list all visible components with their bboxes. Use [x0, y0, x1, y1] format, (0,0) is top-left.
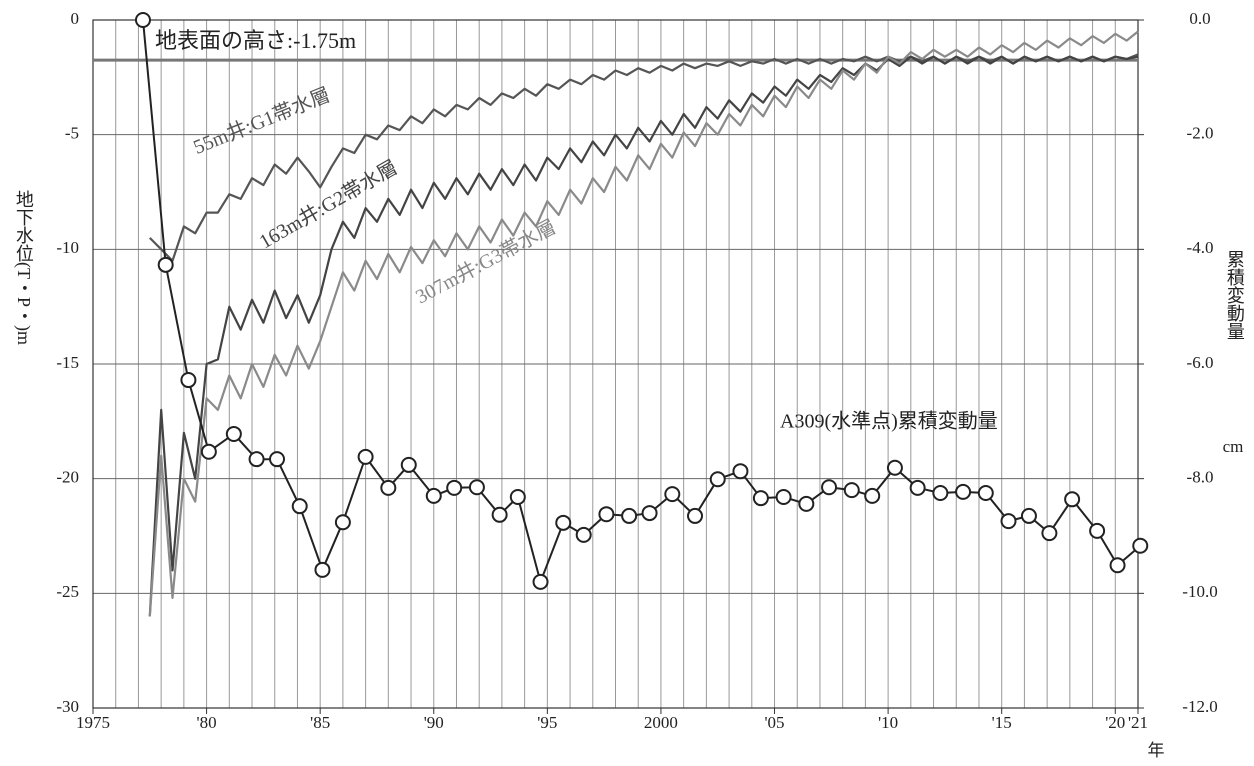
y2-tick-label: -2.0 [1187, 124, 1214, 143]
data-point [248, 451, 265, 468]
data-point [269, 451, 286, 468]
data-point [664, 486, 681, 503]
x-tick-label: '05 [764, 713, 784, 732]
x-tick-label: '10 [878, 713, 898, 732]
data-point [334, 514, 351, 531]
data-point [864, 487, 881, 504]
x-tick-label: '80 [197, 713, 217, 732]
ground-level-label: 地表面の高さ:-1.75m [155, 28, 356, 53]
data-point [732, 463, 749, 480]
data-point [621, 507, 638, 524]
data-point [134, 12, 151, 28]
y-tick-label: 0 [71, 9, 80, 28]
x-axis-unit: 年 [1148, 741, 1165, 760]
series-line [142, 19, 1141, 583]
x-tick-label: 1975 [76, 713, 110, 732]
series-line [148, 30, 1139, 617]
data-point [225, 425, 242, 442]
data-point [909, 479, 926, 496]
y-tick-label: -10 [56, 238, 79, 257]
y-tick-label: -20 [56, 468, 79, 487]
data-point [314, 561, 331, 578]
data-point [598, 506, 615, 523]
data-point [1000, 513, 1017, 530]
data-point [180, 372, 197, 389]
y-tick-label: -5 [65, 124, 79, 143]
y-tick-label: -25 [56, 582, 79, 601]
data-point [752, 490, 769, 507]
data-point [955, 483, 972, 500]
data-point [200, 443, 217, 460]
y2-tick-label: -6.0 [1187, 353, 1214, 372]
y-tick-label: -15 [56, 353, 79, 372]
data-point [977, 485, 994, 501]
series-label: A309(水準点)累積変動量 [780, 410, 998, 433]
data-point [1064, 491, 1081, 508]
data-point [575, 526, 592, 543]
x-tick-label: 2000 [644, 713, 678, 732]
x-tick-label: '20 [1105, 713, 1125, 732]
data-point [775, 489, 792, 506]
data-point [157, 256, 174, 273]
x-tick-label: '95 [537, 713, 557, 732]
y2-axis-unit: cm [1223, 437, 1244, 456]
data-point [291, 498, 308, 515]
data-point [843, 482, 860, 499]
data-point [509, 489, 526, 506]
data-point [425, 487, 442, 504]
data-point [709, 471, 726, 488]
data-point [1132, 537, 1149, 554]
y-tick-label: -30 [56, 697, 79, 716]
data-point [1109, 557, 1126, 574]
x-tick-label: '85 [310, 713, 330, 732]
data-point [821, 479, 838, 496]
series-line [148, 55, 1139, 617]
y2-axis-label: 累積変動量 [1225, 250, 1245, 340]
data-point [1020, 507, 1037, 524]
y-axis-label: 地下水位(T・P・)m [13, 190, 34, 345]
data-point [1041, 525, 1058, 542]
data-point [400, 456, 417, 473]
data-point [555, 514, 572, 531]
y2-tick-label: -10.0 [1182, 582, 1217, 601]
y2-tick-label: 0.0 [1189, 9, 1210, 28]
x-tick-label: '90 [424, 713, 444, 732]
y2-tick-label: -8.0 [1187, 468, 1214, 487]
y2-tick-label: -12.0 [1182, 697, 1217, 716]
data-point [798, 495, 815, 512]
plot-frame [92, 19, 1139, 709]
data-point [357, 448, 374, 465]
data-point [641, 505, 658, 522]
data-point [380, 479, 397, 496]
data-point [932, 485, 949, 501]
data-point [687, 507, 704, 524]
x-tick-label: '15 [992, 713, 1012, 732]
data-point [886, 459, 903, 476]
data-point [532, 573, 549, 590]
data-point [491, 506, 508, 523]
data-point [446, 479, 463, 496]
data-point [1089, 522, 1106, 539]
x-tick-label: '21 [1128, 713, 1148, 732]
data-point [468, 479, 485, 496]
y2-tick-label: -4.0 [1187, 238, 1214, 257]
